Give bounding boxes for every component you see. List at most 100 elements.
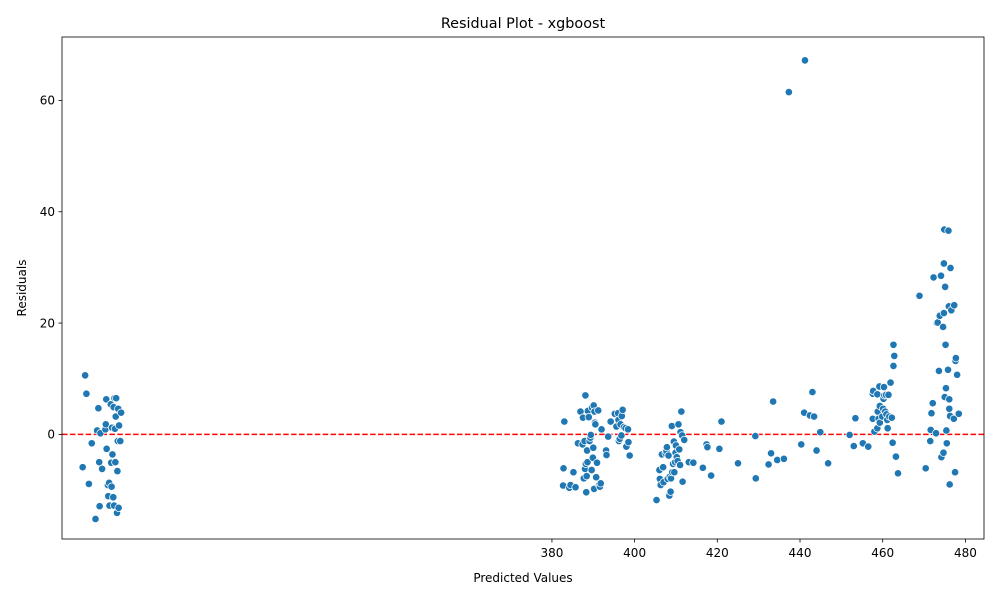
data-point — [939, 259, 948, 268]
x-tick-label: 440 — [789, 546, 812, 560]
data-point — [864, 442, 873, 451]
data-point — [808, 387, 817, 397]
data-point — [942, 426, 951, 435]
data-point — [764, 460, 773, 469]
data-point — [936, 271, 946, 280]
data-point — [606, 417, 615, 426]
y-tick-label: 0 — [47, 428, 55, 442]
data-point — [751, 431, 760, 441]
data-point — [849, 441, 858, 451]
data-point — [941, 340, 950, 349]
x-tick-label: 420 — [706, 546, 729, 560]
data-point — [95, 502, 104, 511]
data-point — [680, 435, 689, 445]
data-point — [733, 459, 743, 468]
data-point — [884, 390, 893, 399]
data-point — [592, 458, 602, 467]
data-point — [84, 479, 93, 488]
x-tick-label: 400 — [623, 546, 646, 560]
data-point — [816, 428, 825, 437]
data-point — [678, 477, 687, 486]
data-point — [888, 438, 897, 447]
data-point — [928, 399, 937, 408]
data-point — [751, 474, 760, 483]
data-point — [569, 468, 578, 477]
data-point — [102, 395, 111, 404]
data-point — [625, 451, 634, 460]
data-points — [78, 56, 963, 524]
data-point — [845, 430, 854, 440]
data-point — [887, 413, 896, 422]
data-point — [589, 443, 598, 452]
data-point — [949, 414, 958, 423]
x-tick-label: 380 — [540, 546, 563, 560]
data-point — [91, 514, 100, 524]
data-point — [929, 273, 938, 282]
data-point — [945, 480, 954, 489]
data-point — [111, 412, 120, 421]
data-point — [587, 465, 596, 475]
data-point — [677, 407, 686, 416]
data-point — [889, 340, 898, 349]
y-axis-ticks: 0 20 40 60 — [40, 94, 62, 442]
data-point — [934, 366, 944, 375]
data-point — [617, 431, 626, 440]
data-point — [582, 488, 591, 497]
data-point — [886, 378, 895, 387]
data-point — [943, 365, 953, 374]
data-point — [662, 443, 671, 452]
data-point — [582, 472, 591, 481]
data-point — [674, 420, 683, 429]
data-point — [784, 88, 793, 97]
data-point — [944, 226, 953, 235]
data-point — [797, 440, 806, 449]
data-point — [879, 382, 889, 392]
data-point — [893, 469, 903, 478]
data-point — [581, 391, 590, 400]
data-point — [586, 430, 595, 440]
data-point — [114, 503, 123, 512]
data-point — [926, 436, 935, 446]
data-point — [618, 405, 627, 414]
data-point — [116, 436, 125, 446]
data-point — [594, 406, 603, 415]
data-point — [602, 450, 611, 460]
axes-frame — [61, 36, 985, 540]
x-axis-label: Predicted Values — [473, 571, 572, 585]
data-point — [659, 463, 668, 472]
data-point — [824, 459, 833, 468]
data-point — [675, 445, 684, 454]
data-point — [664, 451, 673, 460]
data-point — [559, 464, 568, 473]
data-point — [939, 448, 948, 457]
data-point — [114, 421, 124, 430]
data-point — [670, 468, 679, 477]
data-point — [927, 409, 936, 418]
data-point — [604, 432, 613, 441]
x-axis-ticks: 380 400 420 440 460 480 — [540, 539, 977, 560]
x-tick-label: 460 — [871, 546, 894, 560]
data-point — [769, 397, 778, 406]
data-point — [953, 370, 962, 379]
data-point — [717, 417, 726, 426]
data-point — [883, 424, 892, 433]
data-point — [584, 413, 593, 422]
data-point — [108, 450, 117, 459]
data-point — [915, 291, 924, 300]
data-point — [698, 463, 707, 472]
data-point — [592, 473, 601, 482]
data-point — [102, 444, 111, 453]
data-point — [809, 412, 819, 421]
data-point — [942, 439, 951, 448]
data-point — [954, 409, 963, 418]
x-tick-label: 480 — [954, 546, 977, 560]
data-point — [109, 493, 118, 502]
data-point — [950, 468, 960, 477]
data-point — [800, 56, 810, 65]
data-point — [117, 408, 126, 417]
data-point — [111, 458, 120, 467]
data-point — [113, 467, 122, 476]
y-tick-label: 60 — [40, 94, 55, 108]
